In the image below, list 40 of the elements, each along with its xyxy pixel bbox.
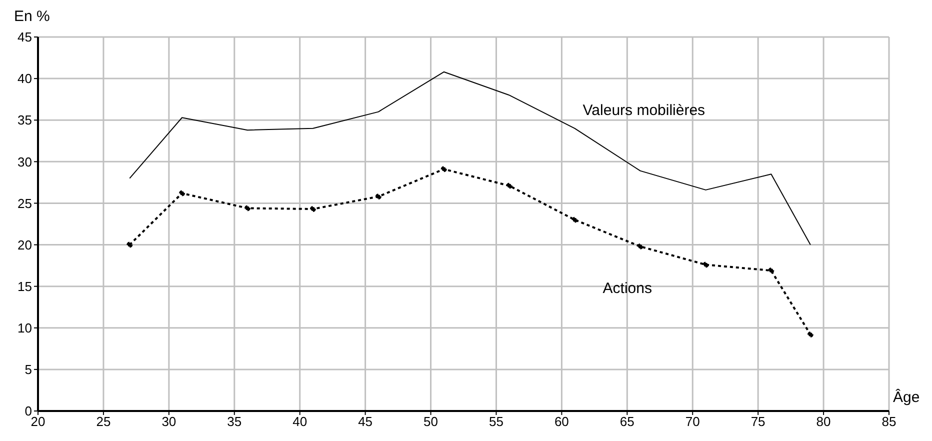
x-tick-label: 55 [488, 414, 504, 430]
point [310, 206, 316, 212]
point [637, 243, 644, 250]
x-axis-title: Âge [893, 389, 920, 406]
x-tick-label: 50 [424, 414, 438, 430]
x-tick-label: 65 [620, 414, 634, 430]
x-tick-label: 25 [96, 414, 111, 430]
y-axis-title: En % [14, 8, 50, 25]
x-tick-label: 60 [554, 414, 569, 430]
series-label: Valeurs mobilières [582, 102, 706, 120]
y-tick-label: 30 [18, 154, 32, 170]
y-tick-label: 0 [24, 404, 32, 419]
point [702, 262, 709, 268]
point [506, 182, 512, 189]
line-series [129, 71, 811, 246]
x-tick-label: 30 [162, 414, 176, 430]
y-tick-label: 10 [18, 320, 32, 336]
point [440, 166, 447, 172]
y-tick-label: 20 [18, 237, 32, 252]
y-tick-label: 15 [18, 278, 32, 294]
x-tick-label: 70 [685, 414, 700, 430]
point [126, 242, 133, 248]
x-tick-label: 40 [292, 414, 308, 430]
series-label: Actions [602, 280, 652, 297]
point [375, 194, 382, 200]
y-tick-label: 5 [24, 362, 32, 378]
point [244, 205, 250, 212]
x-tick-label: 45 [358, 414, 373, 430]
point [572, 216, 578, 223]
x-tick-label: 35 [227, 414, 242, 430]
y-tick-label: 25 [18, 196, 32, 211]
y-tick-label: 45 [18, 30, 32, 45]
x-tick-label: 80 [816, 414, 831, 430]
y-tick-label: 35 [18, 112, 32, 128]
point [768, 268, 774, 274]
point [179, 190, 186, 196]
y-tick-label: 40 [18, 71, 32, 86]
x-tick-label: 75 [750, 414, 766, 430]
point [807, 332, 814, 338]
x-tick-label: 85 [882, 414, 896, 430]
